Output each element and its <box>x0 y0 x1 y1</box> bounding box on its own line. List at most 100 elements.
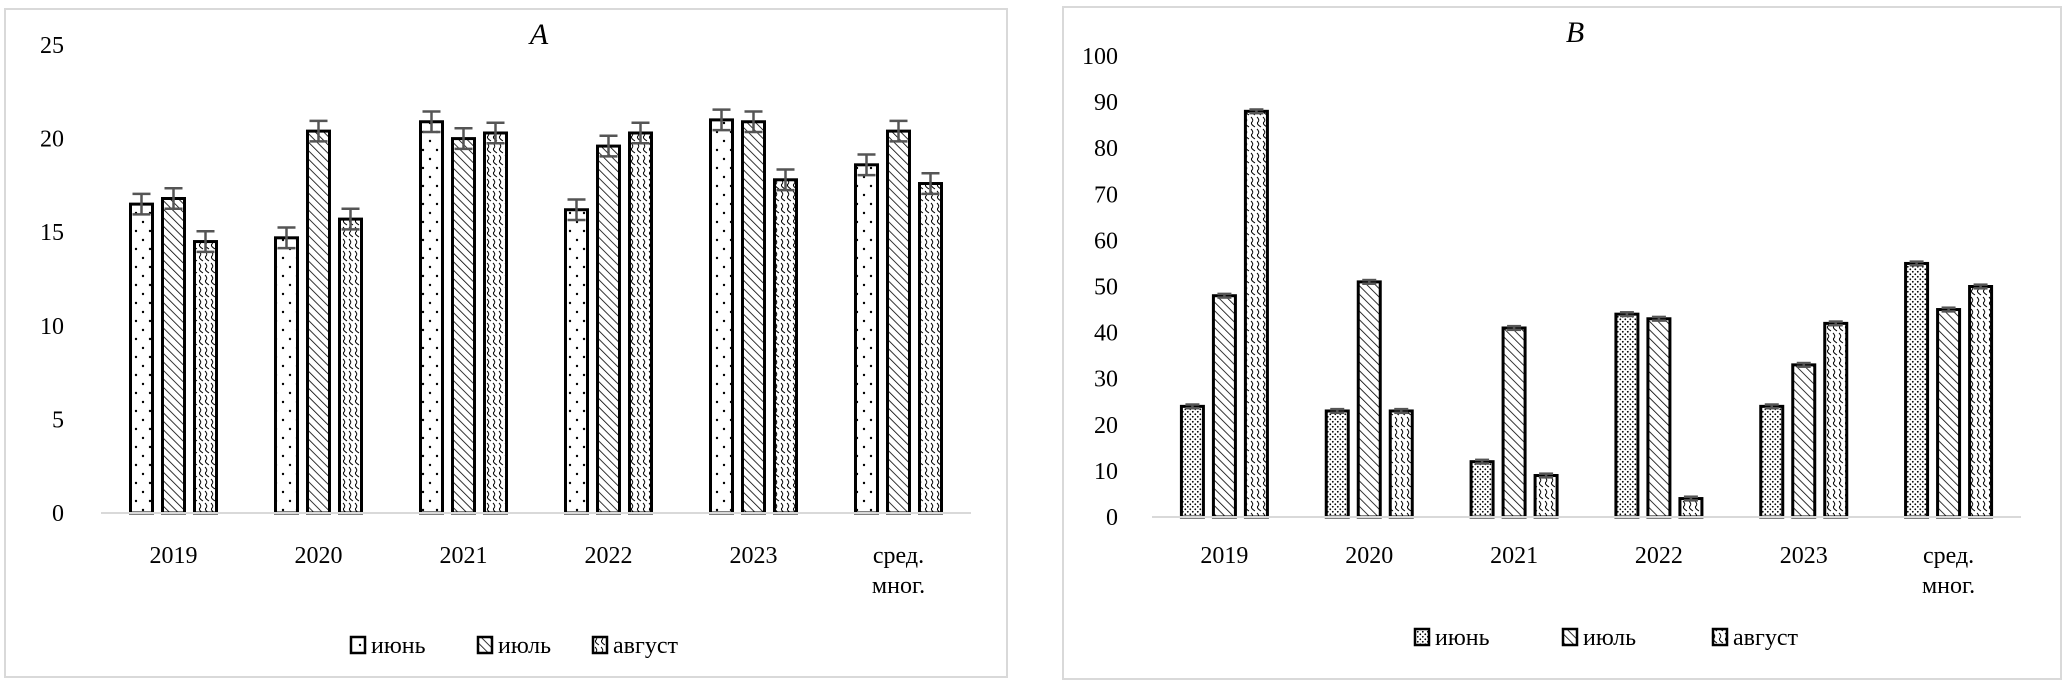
legend-swatch <box>1413 627 1431 647</box>
error-bar <box>422 110 441 134</box>
bar-июль-2021 <box>451 137 476 515</box>
x-tick-label: 2020 <box>1345 543 1393 569</box>
bar-август-2019 <box>1243 109 1269 519</box>
error-bar <box>1475 458 1490 465</box>
y-tick-label: 30 <box>1094 367 1118 393</box>
legend-swatch <box>1561 627 1579 647</box>
error-bar <box>164 186 183 211</box>
x-tick-label: 2022 <box>585 543 633 569</box>
bar-июль-2019 <box>1211 294 1237 519</box>
error-bar <box>454 127 473 151</box>
bar-июнь-2021 <box>1469 460 1495 519</box>
bar-август-2020 <box>1388 409 1414 519</box>
error-bar <box>567 198 586 222</box>
error-bar <box>1539 472 1554 479</box>
y-tick-label: 10 <box>1094 459 1118 485</box>
error-bar <box>1619 311 1634 318</box>
error-bar <box>1651 315 1666 322</box>
bar-июнь-2023 <box>709 118 734 515</box>
bar-июнь-2019 <box>1179 404 1205 519</box>
legend-label: июнь <box>371 633 426 659</box>
error-bar <box>857 153 876 177</box>
x-tick-label: 2023 <box>730 543 778 569</box>
error-bar <box>1185 403 1200 410</box>
y-tick-label: 80 <box>1094 136 1118 162</box>
bar-июнь-2023 <box>1759 404 1785 519</box>
x-tick-label: мног. <box>872 573 925 599</box>
error-bar <box>277 226 296 250</box>
error-bar <box>309 119 328 143</box>
chart-b-svg: B 0 10 20 30 40 50 60 70 80 90 100 2019 2020 2021 2022 2… <box>1082 16 2021 651</box>
x-tick-label: 2019 <box>150 543 198 569</box>
y-tick-label: 40 <box>1094 321 1118 347</box>
chart-title: B <box>1566 16 1584 49</box>
bar-июль-2020 <box>306 129 331 515</box>
chart-panel-b: B 0 10 20 30 40 50 60 70 80 90 100 2019 2020 2021 2022 2… <box>1062 6 2062 680</box>
error-bar <box>599 134 618 158</box>
y-tick-label: 25 <box>40 33 64 59</box>
legend-label: август <box>613 633 678 659</box>
y-tick-label: 0 <box>1106 505 1118 531</box>
bar-август-2023 <box>1823 321 1849 519</box>
bar-август-2020 <box>338 217 363 515</box>
legend-label: июль <box>1583 625 1636 651</box>
bar-июль-2023 <box>1791 363 1817 519</box>
bar-август-средмног <box>1968 285 1994 519</box>
y-tick-label: 20 <box>1094 413 1118 439</box>
x-tick-label: 2021 <box>1490 543 1538 569</box>
error-bar <box>744 110 763 134</box>
bar-июнь-средмног <box>1904 261 1930 519</box>
bar-август-2023 <box>773 178 798 515</box>
y-tick-label: 60 <box>1094 228 1118 254</box>
error-bar <box>631 121 650 145</box>
y-tick-label: 100 <box>1082 44 1118 70</box>
bar-июль-средмног <box>1936 308 1962 519</box>
error-bar <box>1362 278 1377 285</box>
error-bar <box>712 108 731 132</box>
bar-август-2019 <box>193 240 218 515</box>
y-tick-label: 90 <box>1094 90 1118 116</box>
bar-июль-средмног <box>886 129 911 515</box>
bar-июль-2019 <box>161 197 186 515</box>
error-bar <box>1394 407 1409 415</box>
x-tick-label: мног. <box>1922 573 1975 599</box>
bar-июнь-2021 <box>419 120 444 515</box>
bar-август-2021 <box>1533 474 1559 519</box>
legend-label: июль <box>498 633 551 659</box>
x-tick-label: 2021 <box>440 543 488 569</box>
y-tick-label: 5 <box>52 407 64 433</box>
error-bar <box>921 171 940 196</box>
legend-swatch <box>1711 627 1729 647</box>
error-bar <box>1909 260 1924 267</box>
x-tick-label: 2020 <box>295 543 343 569</box>
y-tick-label: 0 <box>52 501 64 527</box>
error-bar <box>1683 495 1698 502</box>
chart-title: A <box>528 18 549 51</box>
bar-июль-2020 <box>1356 280 1382 519</box>
legend-label: август <box>1733 625 1798 651</box>
error-bar <box>1249 108 1264 115</box>
bar-июнь-2022 <box>564 208 589 515</box>
error-bar <box>1330 407 1345 415</box>
error-bar <box>1796 361 1811 368</box>
bar-август-средмног <box>918 182 943 515</box>
bar-июнь-2019 <box>129 202 154 515</box>
legend-swatch <box>591 635 609 655</box>
chart-a-svg: A 0 5 10 15 20 25 2019 2020 2021 2022 2023 сред. мног… <box>40 18 971 659</box>
bar-июль-2022 <box>1646 317 1672 519</box>
error-bar <box>776 168 795 192</box>
x-tick-label: 2023 <box>1780 543 1828 569</box>
error-bar <box>889 119 908 143</box>
bar-август-2022 <box>628 131 653 515</box>
error-bar <box>1828 320 1843 327</box>
y-tick-label: 15 <box>40 220 64 246</box>
bar-июнь-2020 <box>1324 409 1350 519</box>
error-bar <box>1217 292 1232 299</box>
error-bar <box>486 121 505 145</box>
y-tick-label: 50 <box>1094 275 1118 301</box>
y-tick-label: 10 <box>40 314 64 340</box>
bar-июнь-2022 <box>1614 312 1640 519</box>
error-bar <box>1764 403 1779 410</box>
error-bar <box>196 230 215 254</box>
error-bar <box>341 207 360 231</box>
